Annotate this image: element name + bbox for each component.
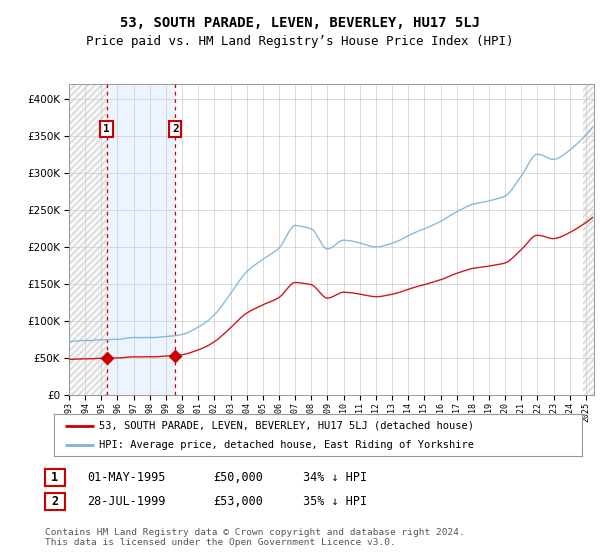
Text: 1: 1 [52,470,58,484]
Text: 35% ↓ HPI: 35% ↓ HPI [303,494,367,508]
Bar [69,84,107,395]
Text: 53, SOUTH PARADE, LEVEN, BEVERLEY, HU17 5LJ: 53, SOUTH PARADE, LEVEN, BEVERLEY, HU17 … [120,16,480,30]
Text: HPI: Average price, detached house, East Riding of Yorkshire: HPI: Average price, detached house, East… [99,440,474,450]
Text: 01-MAY-1995: 01-MAY-1995 [87,470,166,484]
Text: 2: 2 [52,494,58,508]
Bar [583,84,594,395]
Bar [583,84,594,395]
Text: 1: 1 [103,124,110,134]
Text: £50,000: £50,000 [213,470,263,484]
Text: Contains HM Land Registry data © Crown copyright and database right 2024.
This d: Contains HM Land Registry data © Crown c… [45,528,465,547]
Bar [69,84,107,395]
Text: Price paid vs. HM Land Registry’s House Price Index (HPI): Price paid vs. HM Land Registry’s House … [86,35,514,48]
Bar [107,84,175,395]
Text: 28-JUL-1999: 28-JUL-1999 [87,494,166,508]
Text: £53,000: £53,000 [213,494,263,508]
Text: 2: 2 [172,124,179,134]
Text: 34% ↓ HPI: 34% ↓ HPI [303,470,367,484]
Text: 53, SOUTH PARADE, LEVEN, BEVERLEY, HU17 5LJ (detached house): 53, SOUTH PARADE, LEVEN, BEVERLEY, HU17 … [99,421,474,431]
